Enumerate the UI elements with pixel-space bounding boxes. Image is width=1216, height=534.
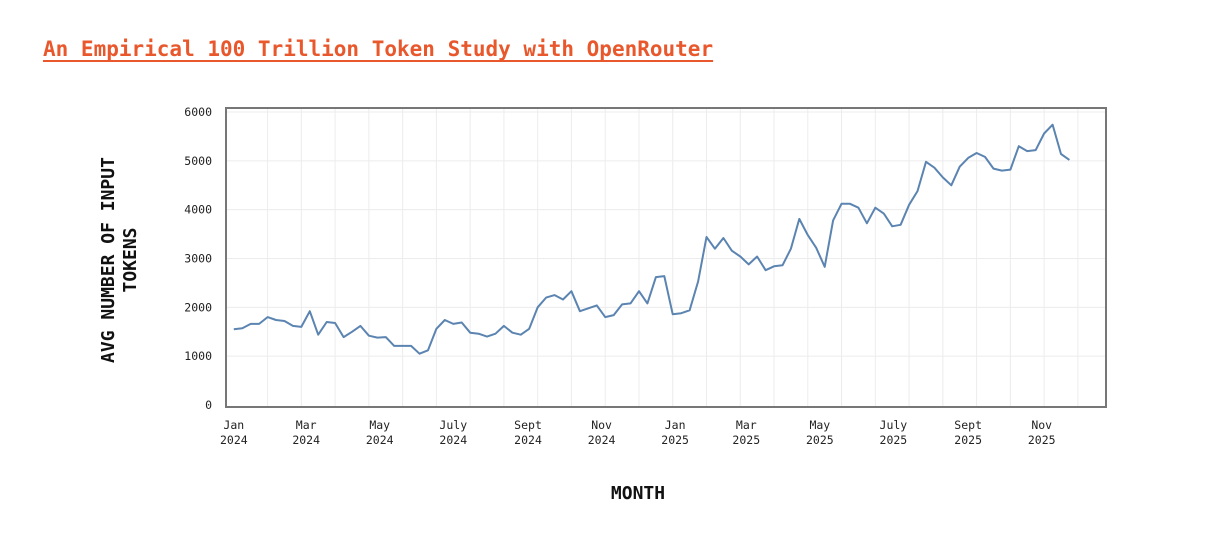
series-line: [233, 123, 1070, 355]
y-tick-label: 6000: [184, 105, 212, 119]
x-tick-label: May 2024: [366, 418, 394, 447]
y-axis-title: AVG NUMBER OF INPUTTOKENS: [98, 157, 141, 363]
x-tick-label: Mar 2025: [732, 418, 760, 447]
x-tick-label: Nov 2025: [1028, 418, 1056, 447]
x-tick-label: Sept 2024: [514, 418, 542, 447]
y-tick-label: 0: [205, 398, 212, 412]
x-tick-label: July 2024: [439, 418, 467, 447]
x-tick-label: Nov 2024: [588, 418, 616, 447]
y-tick-label: 2000: [184, 300, 212, 314]
series-layer: [233, 123, 1070, 355]
y-axis-ticks: 0 1000 2000 3000 4000 5000 6000: [184, 105, 212, 412]
plot-frame: [225, 107, 1107, 408]
y-tick-label: 1000: [184, 349, 212, 363]
x-tick-label: Sept 2025: [954, 418, 982, 447]
x-axis-ticks: Jan 2024 Mar 2024 May 2024 July 2024 Sept 2024 Nov…: [220, 418, 1056, 447]
x-tick-label: July 2025: [880, 418, 908, 447]
y-tick-label: 5000: [184, 154, 212, 168]
page-title-link[interactable]: An Empirical 100 Trillion Token Study wi…: [43, 37, 714, 61]
y-tick-label: 3000: [184, 252, 212, 266]
y-tick-label: 4000: [184, 203, 212, 217]
x-tick-label: Mar 2024: [292, 418, 320, 447]
x-axis-title: MONTH: [611, 483, 665, 504]
x-tick-label: May 2025: [806, 418, 834, 447]
x-tick-label: Jan 2024: [220, 418, 248, 447]
x-tick-label: Jan 2025: [661, 418, 689, 447]
gridlines: [226, 108, 1106, 407]
